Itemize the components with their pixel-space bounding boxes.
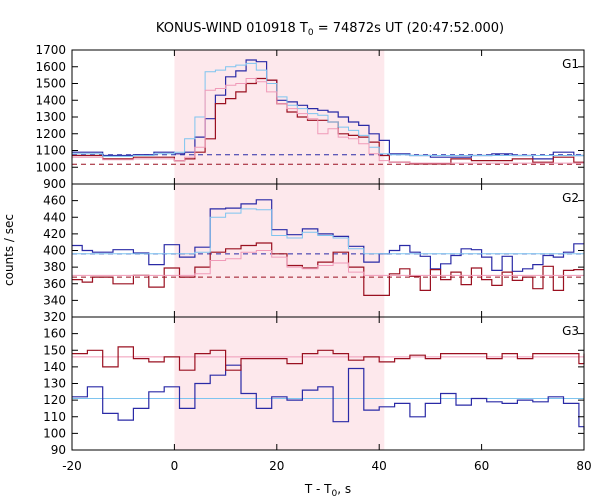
panel-g1-y-tick-label: 1700 [35, 43, 66, 57]
plot-area: 90010001100120013001400150016001700G1320… [35, 43, 591, 473]
panel-g2-y-tick-label: 360 [43, 277, 66, 291]
x-tick-label: -20 [62, 459, 82, 473]
panel-g2-label: G2 [562, 191, 579, 205]
x-tick-label: 0 [171, 459, 179, 473]
panel-g2-y-tick-label: 440 [43, 210, 66, 224]
panel-g3-y-tick-label: 90 [51, 443, 66, 457]
panel-g2-y-tick-label: 340 [43, 293, 66, 307]
panel-g2-series-red_total [72, 242, 584, 296]
panel-g2-y-tick-label: 420 [43, 227, 66, 241]
panel-g3-label: G3 [562, 324, 579, 338]
highlight-band [174, 50, 385, 450]
panel-g1-series-lightblue_fit [72, 62, 584, 157]
chart-title: KONUS-WIND 010918 T0 = 74872s UT (20:47:… [156, 21, 504, 38]
panel-g3-y-tick-label: 150 [43, 343, 66, 357]
x-tick-label: 20 [269, 459, 284, 473]
panel-g3-y-tick-label: 140 [43, 360, 66, 374]
panel-g3-series-red_total [72, 346, 585, 371]
panel-g1-y-tick-label: 1300 [35, 110, 66, 124]
panel-g1-y-tick-label: 1200 [35, 127, 66, 141]
panel-g1-y-tick-label: 1500 [35, 77, 66, 91]
panel-g1-label: G1 [562, 57, 579, 71]
panel-g3-y-tick-label: 130 [43, 377, 66, 391]
panel-g2-y-tick-label: 460 [43, 194, 66, 208]
panel-g2-series-lightblue_fit [72, 208, 584, 255]
panel-g2-y-tick-label: 400 [43, 244, 66, 258]
x-axis-label: T - T0, s [304, 482, 351, 499]
panel-g1-series-pink_fit [72, 78, 584, 164]
panel-g2-y-tick-label: 320 [43, 310, 66, 324]
panel-g2-y-tick-label: 380 [43, 260, 66, 274]
y-axis-label: counts / sec [2, 214, 16, 286]
x-tick-label: 80 [576, 459, 591, 473]
panel-g3-y-tick-label: 160 [43, 327, 66, 341]
panel-g2-series-pink_fit [72, 250, 584, 276]
panel-g3-y-tick-label: 100 [43, 426, 66, 440]
panel-g1-y-tick-label: 1600 [35, 60, 66, 74]
panel-g3-series-blue_total [72, 364, 585, 431]
panel-g2-series-blue_total [72, 199, 584, 272]
panel-g1-y-tick-label: 1100 [35, 144, 66, 158]
x-tick-label: 60 [474, 459, 489, 473]
panel-g1-y-tick-label: 1400 [35, 93, 66, 107]
x-tick-label: 40 [372, 459, 387, 473]
panel-g3-y-tick-label: 120 [43, 393, 66, 407]
panel-g1-y-tick-label: 1000 [35, 160, 66, 174]
panel-g3-y-tick-label: 110 [43, 410, 66, 424]
panel-g1-y-tick-label: 900 [43, 177, 66, 191]
